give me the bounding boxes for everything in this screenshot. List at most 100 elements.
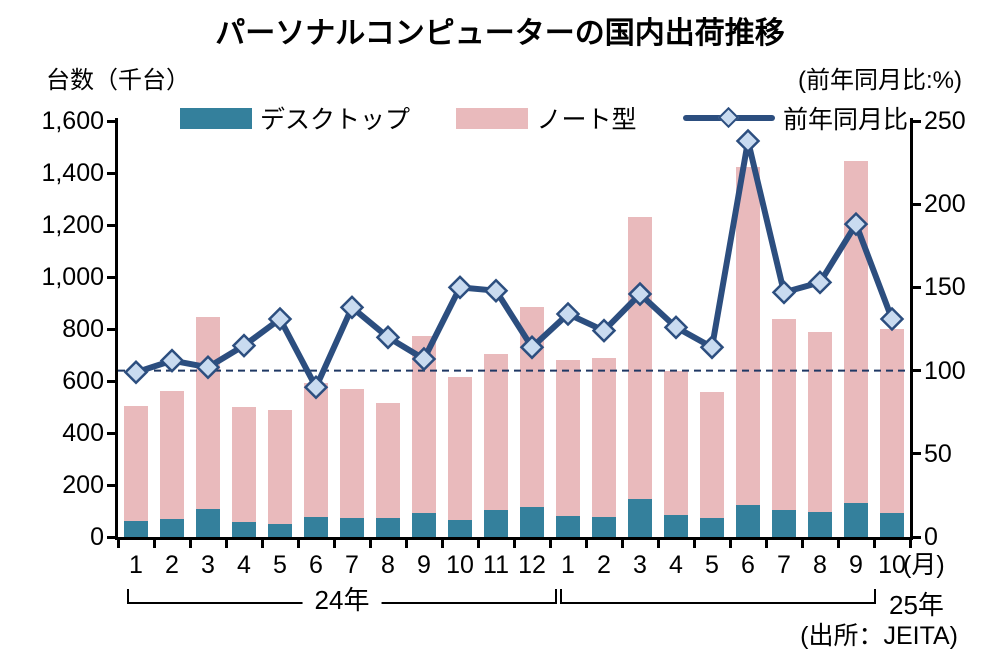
legend-label-yoy: 前年同月比 <box>782 106 908 134</box>
x-axis-line <box>115 537 913 540</box>
bar-desktop-segment <box>700 518 724 537</box>
yoy-marker <box>195 355 221 380</box>
left-axis-tick <box>107 171 115 175</box>
bar-desktop-segment <box>880 512 904 537</box>
yoy-marker <box>267 306 293 332</box>
x-axis-tick <box>692 540 696 548</box>
left-axis-tick <box>107 379 115 383</box>
legend-item-desktop: デスクトップ <box>180 100 410 136</box>
yoy-marker <box>807 270 833 295</box>
left-axis-tick <box>107 431 115 435</box>
yoy-marker <box>447 275 473 300</box>
x-axis-month-label: 7 <box>777 551 791 579</box>
bar-note-segment <box>700 391 724 519</box>
x-axis-month-label: 6 <box>741 551 755 579</box>
bar-note-segment <box>196 317 220 509</box>
bar-note-segment <box>592 358 616 518</box>
x-axis-tick <box>908 540 912 548</box>
right-axis-tick <box>913 285 921 289</box>
x-axis-tick <box>728 540 732 548</box>
x-axis-tick <box>296 540 300 548</box>
bar-desktop-segment <box>376 518 400 537</box>
x-axis-month-label: 12 <box>518 551 546 579</box>
yoy-marker <box>303 374 329 400</box>
yoy-marker <box>735 128 761 154</box>
bar-desktop-segment <box>268 523 292 537</box>
x-axis-month-label: 5 <box>705 551 719 579</box>
left-axis-tick <box>107 223 115 227</box>
bar-note-segment <box>304 383 328 517</box>
bracket-label-25: 25年 <box>889 590 944 620</box>
bracket-year-24: 24年 <box>127 585 557 616</box>
bar-note-segment <box>736 167 760 506</box>
left-axis-tick-label: 1,200 <box>41 211 104 239</box>
right-axis-tick-label: 50 <box>924 439 952 468</box>
legend-item-yoy: 前年同月比 <box>682 100 908 136</box>
bar-note-segment <box>376 403 400 519</box>
left-axis-tick-label: 800 <box>62 315 104 343</box>
yoy-marker <box>231 333 257 358</box>
left-axis-tick-label: 1,600 <box>41 107 104 135</box>
right-axis-line <box>910 118 913 540</box>
bar-note-segment <box>880 329 904 513</box>
left-axis-tick-label: 1,400 <box>41 159 104 187</box>
x-axis-tick <box>764 540 768 548</box>
yoy-marker <box>843 211 869 237</box>
bar-desktop-segment <box>232 522 256 537</box>
bar-desktop-segment <box>484 509 508 537</box>
bar-desktop-segment <box>808 512 832 537</box>
x-axis-tick <box>512 540 516 548</box>
left-axis-unit-label: 台数（千台） <box>46 67 190 94</box>
x-axis-month-label: 3 <box>201 551 215 579</box>
bar-desktop-segment <box>160 519 184 537</box>
x-axis-month-label: 9 <box>849 551 863 579</box>
left-axis-tick-label: 200 <box>62 471 104 499</box>
left-axis-tick <box>107 483 115 487</box>
left-axis-tick-label: 0 <box>90 523 104 551</box>
x-axis-tick <box>800 540 804 548</box>
notebook-swatch-icon <box>456 107 529 129</box>
bar-note-segment <box>268 409 292 524</box>
bar-note-segment <box>628 216 652 500</box>
x-axis-tick <box>152 540 156 548</box>
x-axis-month-label: 2 <box>597 551 611 579</box>
yoy-marker <box>123 359 149 385</box>
left-axis-tick <box>107 275 115 279</box>
x-axis-month-label: 3 <box>633 551 647 579</box>
x-axis-month-label: 8 <box>381 551 395 579</box>
bar-note-segment <box>772 318 796 511</box>
x-axis-month-label: 2 <box>165 551 179 579</box>
bar-note-segment <box>484 353 508 510</box>
right-axis-tick <box>913 369 921 373</box>
yoy-marker <box>375 325 401 350</box>
x-axis-tick <box>440 540 444 548</box>
x-axis-month-label: 11 <box>483 551 509 579</box>
yoy-marker <box>771 280 797 305</box>
bar-note-segment <box>340 388 364 518</box>
bar-desktop-segment <box>448 519 472 537</box>
bar-desktop-segment <box>592 517 616 537</box>
x-axis-tick <box>656 540 660 548</box>
x-axis-month-label: 1 <box>129 551 143 579</box>
x-axis-month-label: 8 <box>813 551 827 579</box>
bar-desktop-segment <box>520 507 544 537</box>
yoy-marker <box>555 301 581 327</box>
x-axis-tick <box>224 540 228 548</box>
left-axis-tick-label: 600 <box>62 367 104 395</box>
x-axis-month-label: 6 <box>309 551 323 579</box>
legend-label-note: ノート型 <box>536 106 637 134</box>
x-axis-tick <box>548 540 552 548</box>
bar-note-segment <box>124 405 148 521</box>
bar-desktop-segment <box>664 515 688 537</box>
x-axis-month-label: 10 <box>878 551 906 579</box>
bracket-year-25 <box>560 589 876 604</box>
bracket-label-24: 24年 <box>302 585 382 616</box>
bar-note-segment <box>808 331 832 513</box>
bar-desktop-segment <box>340 517 364 537</box>
bar-desktop-segment <box>304 516 328 537</box>
legend-label-desktop: デスクトップ <box>260 106 411 134</box>
x-axis-month-label: 1 <box>561 551 575 579</box>
x-axis-tick <box>872 540 876 548</box>
left-axis-tick <box>107 327 115 331</box>
x-axis-month-label: 7 <box>345 551 359 579</box>
